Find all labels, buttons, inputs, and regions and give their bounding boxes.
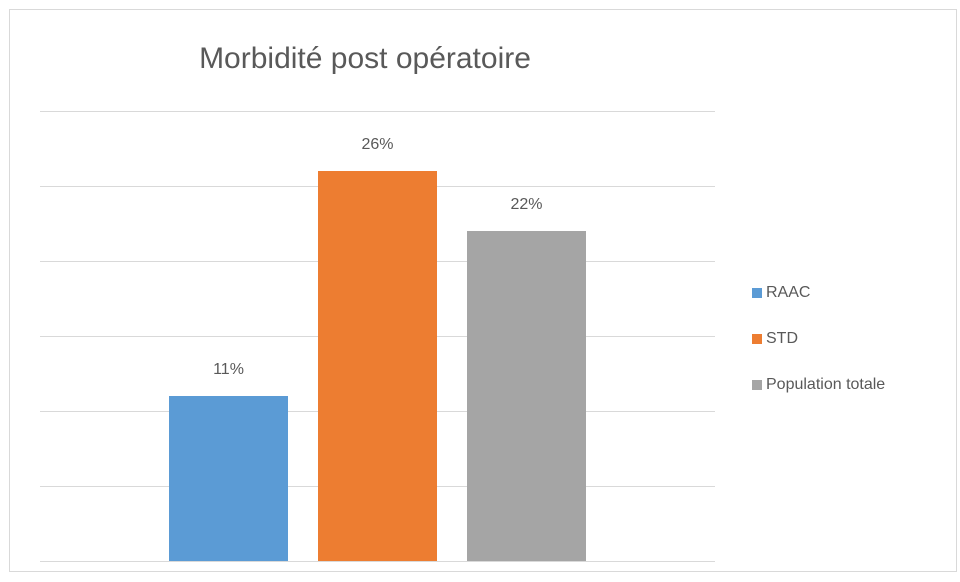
legend-label: STD <box>766 330 798 347</box>
bar <box>169 396 288 561</box>
legend-label: Population totale <box>766 376 885 393</box>
bar <box>318 171 437 561</box>
legend-swatch <box>752 288 762 298</box>
legend-label: RAAC <box>766 284 810 301</box>
data-label: 11% <box>213 361 244 378</box>
legend-swatch <box>752 380 762 390</box>
data-label: 22% <box>510 196 542 213</box>
legend-swatch <box>752 334 762 344</box>
chart-title: Morbidité post opératoire <box>199 42 531 75</box>
bar <box>467 231 586 561</box>
data-label: 26% <box>361 136 393 153</box>
